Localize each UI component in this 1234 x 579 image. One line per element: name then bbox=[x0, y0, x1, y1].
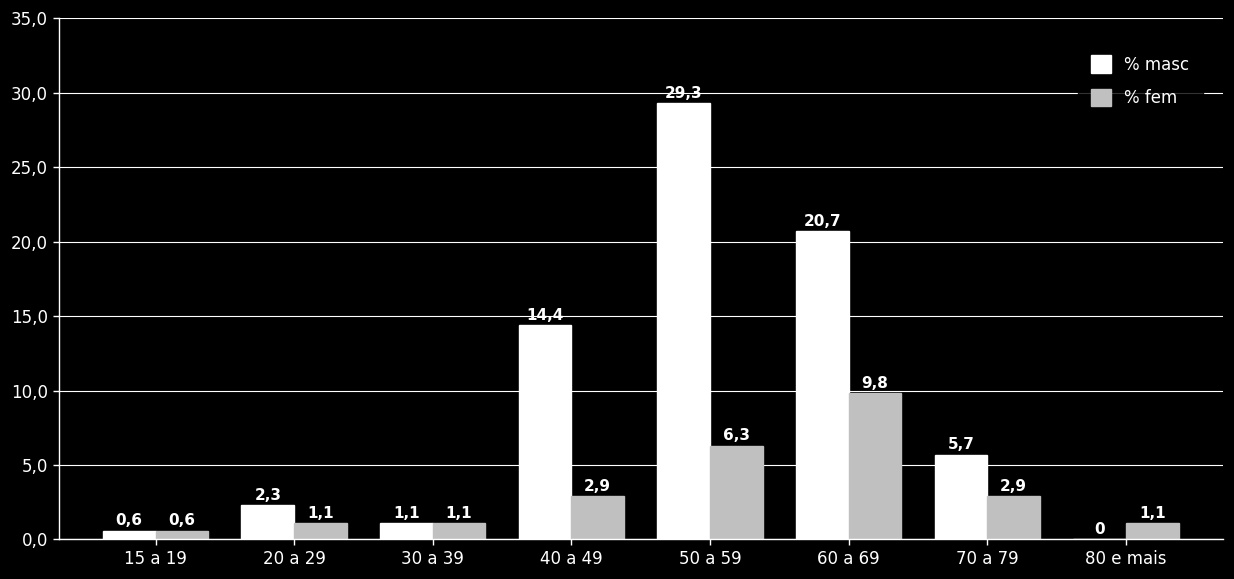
Text: 1,1: 1,1 bbox=[445, 506, 473, 521]
Bar bbox=[849, 394, 901, 540]
Bar bbox=[710, 446, 763, 540]
Bar bbox=[294, 523, 347, 540]
Text: 0: 0 bbox=[1095, 522, 1104, 537]
Bar bbox=[380, 523, 433, 540]
Text: 2,3: 2,3 bbox=[254, 488, 281, 503]
Text: 9,8: 9,8 bbox=[861, 376, 888, 391]
Text: 20,7: 20,7 bbox=[803, 214, 842, 229]
Bar bbox=[934, 455, 987, 540]
Text: 1,1: 1,1 bbox=[307, 506, 334, 521]
Legend: % masc, % fem: % masc, % fem bbox=[1077, 42, 1203, 120]
Text: 2,9: 2,9 bbox=[1000, 479, 1027, 494]
Text: 5,7: 5,7 bbox=[948, 437, 975, 452]
Text: 29,3: 29,3 bbox=[665, 86, 702, 101]
Text: 6,3: 6,3 bbox=[723, 428, 750, 444]
Bar bbox=[433, 523, 485, 540]
Text: 0,6: 0,6 bbox=[168, 514, 195, 528]
Bar bbox=[242, 505, 294, 540]
Bar bbox=[796, 231, 849, 540]
Text: 14,4: 14,4 bbox=[527, 307, 564, 323]
Bar bbox=[155, 530, 209, 540]
Text: 1,1: 1,1 bbox=[394, 506, 420, 521]
Bar bbox=[102, 530, 155, 540]
Bar bbox=[571, 496, 624, 540]
Bar bbox=[518, 325, 571, 540]
Bar bbox=[987, 496, 1040, 540]
Text: 1,1: 1,1 bbox=[1139, 506, 1165, 521]
Text: 0,6: 0,6 bbox=[116, 514, 143, 528]
Text: 2,9: 2,9 bbox=[584, 479, 611, 494]
Bar bbox=[1125, 523, 1178, 540]
Bar bbox=[658, 103, 710, 540]
